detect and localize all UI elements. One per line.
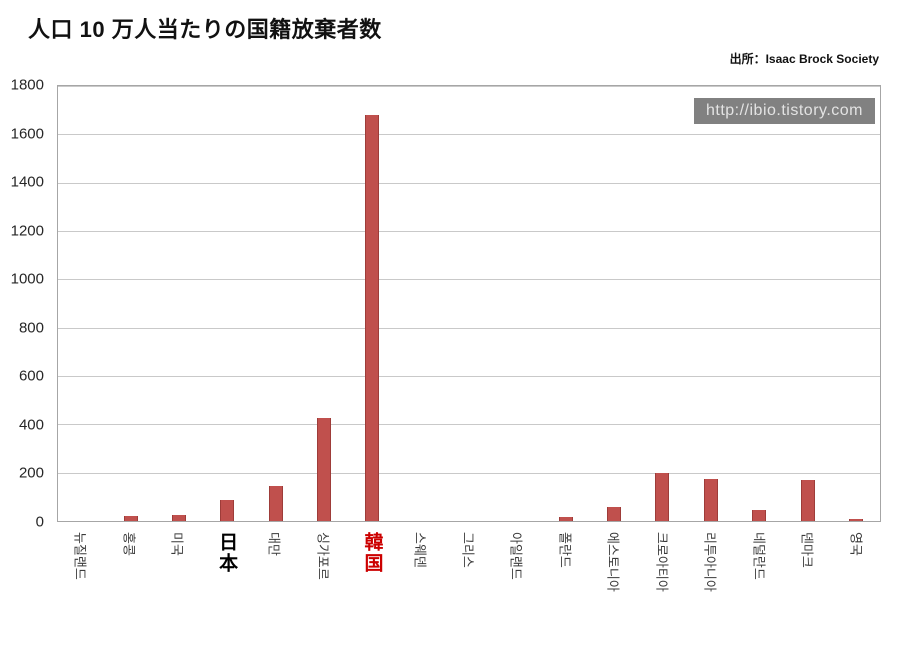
- x-label-slot-12: 크로아티아: [639, 524, 687, 646]
- gridline: [58, 279, 880, 281]
- bar-column-14: [735, 86, 783, 521]
- x-label-slot-0: 뉴질랜드: [57, 524, 105, 646]
- x-label-16: 영국: [848, 532, 864, 556]
- x-label-1: 홍콩: [121, 532, 137, 556]
- x-label-slot-16: 영국: [833, 524, 881, 646]
- bar-16: [848, 518, 863, 521]
- bar-14: [752, 510, 767, 521]
- bar-6: [365, 115, 380, 521]
- x-label-13: 리투아니아: [702, 532, 718, 592]
- bar-11: [607, 506, 622, 521]
- bar-column-10: [542, 86, 590, 521]
- bar-column-3: [203, 86, 251, 521]
- bar-10: [558, 517, 573, 521]
- x-label-8: 그리스: [460, 532, 476, 568]
- x-label-0: 뉴질랜드: [72, 532, 88, 580]
- gridline: [58, 424, 880, 426]
- bar-column-6: [348, 86, 396, 521]
- x-label-6: 韓国: [361, 532, 383, 574]
- x-label-slot-11: 에스토니아: [590, 524, 638, 646]
- bar-15: [800, 479, 815, 521]
- bar-column-8: [445, 86, 493, 521]
- y-tick-label: 1800: [10, 76, 44, 94]
- x-label-slot-6: 韓国: [348, 524, 396, 646]
- x-label-slot-13: 리투아니아: [687, 524, 735, 646]
- y-tick-label: 600: [18, 367, 44, 385]
- gridline: [58, 327, 880, 329]
- x-label-9: 아일랜드: [508, 532, 524, 580]
- bar-column-15: [783, 86, 831, 521]
- x-label-10: 폴란드: [557, 532, 573, 568]
- watermark-url: http://ibio.tistory.com: [693, 98, 875, 124]
- gridline: [58, 86, 880, 87]
- x-label-2: 미국: [169, 532, 185, 556]
- x-axis-labels: 뉴질랜드 홍콩 미국 日本 대만 싱가포르 韓国 스웨덴 그리스 아일랜드 폴란드 에스토니아 크로아티…: [57, 524, 881, 646]
- y-tick-label: 1600: [10, 125, 44, 143]
- bar-column-2: [155, 86, 203, 521]
- x-label-slot-8: 그리스: [445, 524, 493, 646]
- bar-3: [220, 500, 235, 521]
- gridline: [58, 472, 880, 474]
- x-label-3: 日本: [216, 532, 238, 574]
- gridline: [58, 230, 880, 232]
- bar-column-0: [58, 86, 106, 521]
- x-label-15: 덴마크: [799, 532, 815, 568]
- bar-column-1: [106, 86, 154, 521]
- y-axis: 1800 1600 1400 1200 1000 800 600 400 200 0: [0, 77, 50, 531]
- bar-4: [268, 485, 283, 521]
- bar-5: [316, 418, 331, 521]
- y-tick-label: 1000: [10, 270, 44, 288]
- bar-13: [703, 478, 718, 521]
- y-tick-label: 200: [18, 464, 44, 482]
- bar-12: [655, 472, 670, 521]
- x-label-slot-7: 스웨덴: [396, 524, 444, 646]
- x-label-4: 대만: [266, 532, 282, 556]
- plot-area: http://ibio.tistory.com: [57, 85, 881, 522]
- gridline: [58, 375, 880, 377]
- y-tick-label: 800: [18, 319, 44, 337]
- x-label-slot-14: 네덜란드: [736, 524, 784, 646]
- bar-column-4: [251, 86, 299, 521]
- y-tick-label: 1200: [10, 222, 44, 240]
- bar-column-9: [493, 86, 541, 521]
- x-label-slot-3: 日本: [202, 524, 250, 646]
- x-label-slot-10: 폴란드: [542, 524, 590, 646]
- y-tick-label: 400: [18, 416, 44, 434]
- bar-2: [171, 514, 186, 521]
- x-label-slot-15: 덴마크: [784, 524, 832, 646]
- x-label-7: 스웨덴: [412, 532, 428, 568]
- x-label-slot-1: 홍콩: [105, 524, 153, 646]
- gridline: [58, 134, 880, 136]
- x-label-12: 크로아티아: [654, 532, 670, 592]
- gridline: [58, 182, 880, 184]
- bar-column-16: [832, 86, 880, 521]
- x-label-11: 에스토니아: [605, 532, 621, 592]
- bar-1: [123, 516, 138, 521]
- bar-column-12: [638, 86, 686, 521]
- y-tick-label: 1400: [10, 173, 44, 191]
- x-label-slot-9: 아일랜드: [493, 524, 541, 646]
- chart-title: 人口 10 万人当たりの国籍放棄者数: [28, 17, 382, 42]
- x-label-slot-5: 싱가포르: [299, 524, 347, 646]
- x-label-14: 네덜란드: [751, 532, 767, 580]
- x-label-5: 싱가포르: [315, 532, 331, 580]
- bar-column-11: [590, 86, 638, 521]
- bar-column-7: [397, 86, 445, 521]
- x-label-slot-4: 대만: [251, 524, 299, 646]
- chart-source: 出所：Isaac Brock Society: [729, 52, 879, 66]
- y-tick-label: 0: [35, 513, 44, 531]
- bar-column-5: [300, 86, 348, 521]
- bar-column-13: [687, 86, 735, 521]
- x-label-slot-2: 미국: [154, 524, 202, 646]
